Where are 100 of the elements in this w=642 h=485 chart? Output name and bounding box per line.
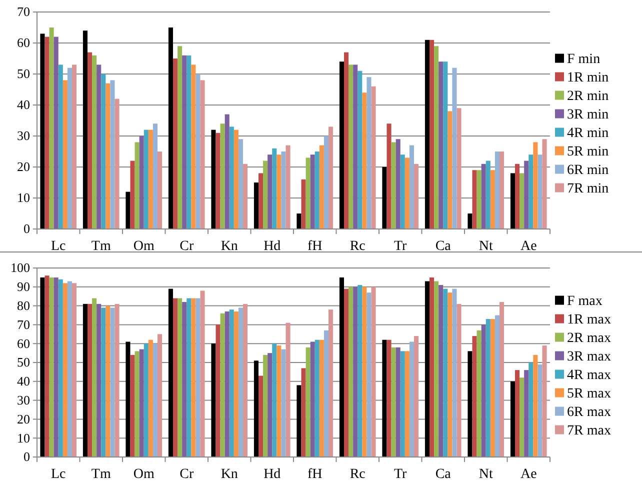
bar [452,68,457,229]
bar [438,62,444,229]
bar [396,347,400,457]
bar [348,286,354,457]
y-tick-label: 70 [17,4,30,20]
bar [110,80,115,229]
bar [314,340,320,457]
bar [92,55,97,229]
bar [366,292,372,457]
bar [62,80,68,229]
bar [520,173,524,229]
bar [67,68,72,229]
bar [490,319,495,457]
bar [490,170,495,229]
x-tick-label: Tm [91,467,111,482]
bar [448,292,452,457]
bar [134,142,140,229]
bar [49,277,54,457]
bar [386,124,392,229]
legend-label: 1R max [567,312,611,328]
bar [158,152,162,229]
bar [152,344,158,457]
bar [456,108,462,229]
bar [114,304,120,457]
bar [263,160,268,229]
bar [186,55,192,229]
bar [481,164,486,229]
bar [126,342,130,457]
y-tick-label: 20 [17,411,30,426]
bar [414,164,419,229]
legend-label: 7R max [567,423,611,438]
bar [319,145,324,229]
bar [434,281,439,457]
bar [263,354,268,457]
bar [386,340,392,457]
legend-label: 4R min [567,126,609,141]
bar [272,148,277,229]
x-tick-label: Rc [350,467,366,482]
bar [396,139,400,229]
legend-label: F min [567,52,600,67]
bar [400,351,405,457]
bar [301,179,306,229]
x-tick-label: Kn [220,239,238,254]
bar [216,324,220,457]
bar [243,164,248,229]
y-tick-label: 20 [17,159,30,174]
bar [520,378,524,457]
bar [148,130,153,229]
bar [472,336,477,457]
y-tick-label: 50 [17,66,30,82]
x-tick-label: Om [133,467,154,482]
bar [96,304,102,457]
bar [62,283,68,457]
bar [220,313,225,457]
bar [362,92,367,229]
bar [101,308,106,457]
y-tick-label: 0 [24,449,30,464]
bar [528,362,534,457]
bar [339,62,344,229]
bar [54,277,58,457]
bar [476,330,482,457]
bar [382,340,387,457]
bar [130,160,135,229]
bar [324,330,328,457]
legend-label: 2R max [567,330,611,346]
bar [538,364,542,457]
x-tick-label: Rc [350,239,366,254]
bar [486,319,490,457]
bar [40,277,45,457]
bar [366,77,372,229]
y-tick-label: 70 [17,316,30,332]
bar [58,64,63,229]
bar [139,136,144,229]
bar [296,385,302,457]
bar [258,173,264,229]
bar [468,214,472,229]
bar [319,340,324,457]
bar [276,154,282,229]
bar [400,154,405,229]
bar [168,288,173,457]
bar [542,139,547,229]
bar [452,288,457,457]
bar [486,160,490,229]
bar [430,40,434,229]
bar [500,152,504,229]
bar [443,288,448,457]
bar [276,345,282,457]
y-tick-label: 10 [17,430,30,446]
x-tick-label: Tr [394,239,408,254]
bar [49,28,54,229]
y-tick-label: 10 [17,190,30,206]
x-tick-label: Om [133,239,154,254]
bar [272,344,277,457]
bar [196,298,200,457]
bar [178,298,182,457]
bar [258,376,264,457]
y-tick-label: 30 [17,128,30,144]
bar [328,310,334,457]
legend-label: F max [567,294,602,309]
bar [306,158,310,229]
